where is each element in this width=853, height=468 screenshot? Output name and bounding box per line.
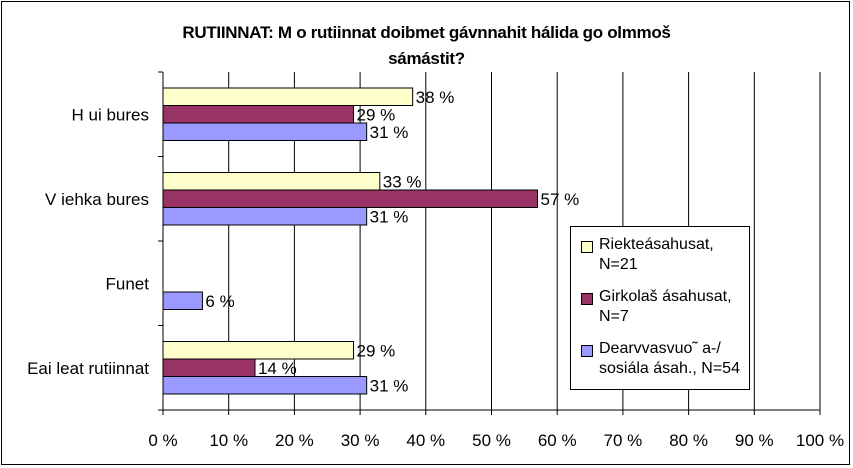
legend-swatch bbox=[581, 345, 593, 357]
x-tick-label: 60 % bbox=[538, 431, 577, 450]
x-tick-label: 70 % bbox=[604, 431, 643, 450]
legend-label: Dearvvasvuo˜ a-/ sosiála ásah., N=54 bbox=[599, 339, 749, 379]
legend-label-line: Dearvvasvuo˜ a-/ bbox=[599, 340, 721, 357]
data-label: 6 % bbox=[205, 292, 234, 311]
bar bbox=[162, 358, 256, 377]
legend-swatch bbox=[581, 241, 593, 253]
x-tick-label: 0 % bbox=[148, 431, 177, 450]
bar bbox=[162, 376, 368, 395]
data-label: 14 % bbox=[258, 359, 297, 378]
bar bbox=[162, 189, 538, 208]
category-label: Funet bbox=[106, 274, 150, 293]
x-tick-label: 100 % bbox=[796, 431, 844, 450]
bar bbox=[162, 122, 368, 141]
x-tick-label: 30 % bbox=[341, 431, 380, 450]
legend-label-line: N=21 bbox=[599, 256, 638, 273]
x-tick-label: 90 % bbox=[735, 431, 774, 450]
x-tick-label: 80 % bbox=[669, 431, 708, 450]
x-tick-label: 40 % bbox=[406, 431, 445, 450]
chart-title-line-2: sámástit? bbox=[388, 49, 465, 68]
legend-label-line: Girkolaš ásahusat, bbox=[599, 288, 732, 305]
category-label: H ui bures bbox=[72, 105, 149, 124]
chart-title: RUTIINNAT: M o rutiinnat doibmet gávnnah… bbox=[0, 20, 853, 72]
chart-title-line-1: RUTIINNAT: M o rutiinnat doibmet gávnnah… bbox=[182, 23, 671, 42]
legend-label: Girkolaš ásahusat, N=7 bbox=[599, 287, 749, 327]
data-label: 33 % bbox=[383, 172, 422, 191]
bar bbox=[162, 341, 355, 360]
data-label: 38 % bbox=[416, 88, 455, 107]
data-label: 31 % bbox=[370, 123, 409, 142]
data-label: 31 % bbox=[370, 376, 409, 395]
bar bbox=[162, 207, 368, 226]
data-label: 31 % bbox=[370, 207, 409, 226]
category-label: Eai leat rutiinnat bbox=[27, 359, 149, 378]
bar bbox=[162, 172, 381, 191]
chart-legend: Riekteásahusat, N=21 Girkolaš ásahusat, N=7… bbox=[570, 226, 750, 390]
legend-label: Riekteásahusat, N=21 bbox=[599, 235, 749, 275]
legend-swatch bbox=[581, 293, 593, 305]
bar bbox=[162, 105, 355, 124]
bar bbox=[162, 291, 203, 310]
x-tick-label: 20 % bbox=[275, 431, 314, 450]
data-label: 57 % bbox=[540, 190, 579, 209]
legend-label-line: N=7 bbox=[599, 308, 629, 325]
legend-label-line: sosiála ásah., N=54 bbox=[599, 360, 740, 377]
bar bbox=[162, 87, 414, 106]
category-label: V iehka bures bbox=[45, 190, 149, 209]
data-label: 29 % bbox=[357, 105, 396, 124]
data-label: 29 % bbox=[357, 341, 396, 360]
x-tick-label: 10 % bbox=[209, 431, 248, 450]
x-tick-label: 50 % bbox=[472, 431, 511, 450]
legend-label-line: Riekteásahusat, bbox=[599, 236, 714, 253]
